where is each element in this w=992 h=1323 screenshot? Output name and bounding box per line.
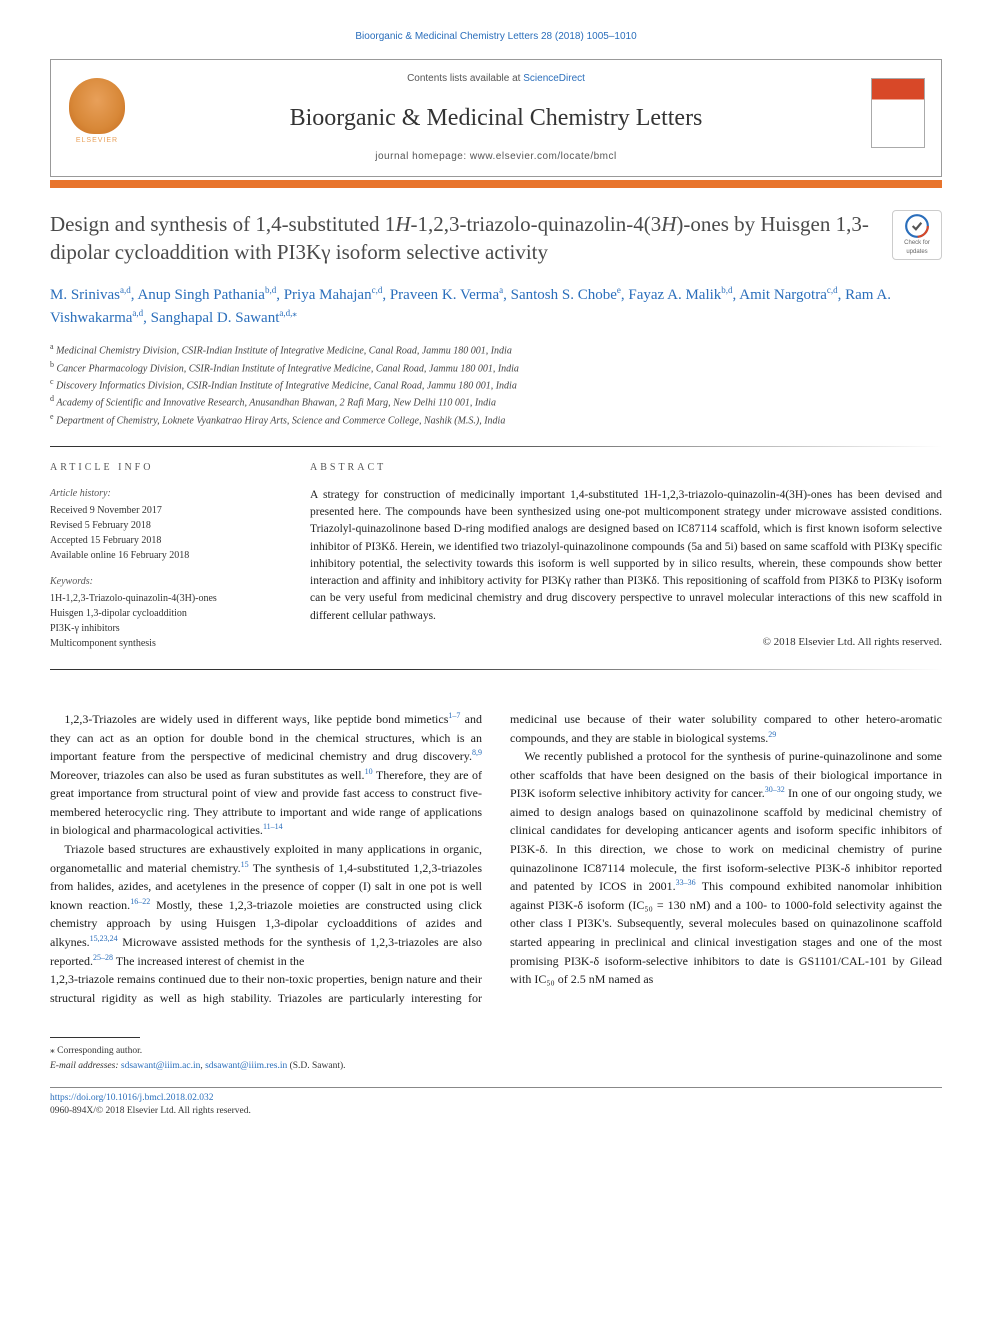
email-link-1[interactable]: sdsawant@iiim.ac.in — [121, 1061, 200, 1071]
author-affiliation-marker: a,d,⁎ — [279, 308, 297, 318]
history-line: Received 9 November 2017 — [50, 503, 280, 518]
journal-cover-thumbnail[interactable] — [871, 78, 925, 148]
footer-bar: https://doi.org/10.1016/j.bmcl.2018.02.0… — [50, 1087, 942, 1119]
citation-ref[interactable]: 11–14 — [263, 822, 283, 831]
author-name: Praveen K. Verma — [390, 287, 499, 303]
author-affiliation-marker: a,d — [120, 285, 131, 295]
citation-ref[interactable]: 25–28 — [93, 953, 113, 962]
contents-available-line: Contents lists available at ScienceDirec… — [71, 72, 921, 86]
email-suffix: (S.D. Sawant). — [290, 1061, 346, 1071]
article-title: Design and synthesis of 1,4-substituted … — [50, 210, 872, 267]
affiliation-line: c Discovery Informatics Division, CSIR-I… — [50, 376, 942, 393]
keyword-line: Multicomponent synthesis — [50, 636, 280, 651]
affiliation-line: a Medicinal Chemistry Division, CSIR-Ind… — [50, 341, 942, 358]
sciencedirect-link[interactable]: ScienceDirect — [523, 73, 585, 84]
citation-ref[interactable]: 15 — [241, 860, 249, 869]
orange-divider-bar — [50, 180, 942, 188]
author-affiliation-marker: b,d — [265, 285, 276, 295]
author-affiliation-marker: e — [617, 285, 621, 295]
author-affiliation-marker: c,d — [827, 285, 838, 295]
affiliation-line: e Department of Chemistry, Loknete Vyank… — [50, 411, 942, 428]
keyword-line: 1H-1,2,3-Triazolo-quinazolin-4(3H)-ones — [50, 591, 280, 606]
citation-ref[interactable]: 8,9 — [472, 748, 482, 757]
affiliations-list: a Medicinal Chemistry Division, CSIR-Ind… — [50, 341, 942, 428]
citation-ref[interactable]: 1–7 — [448, 711, 460, 720]
article-info-column: ARTICLE INFO Article history: Received 9… — [50, 461, 280, 663]
affiliation-line: d Academy of Scientific and Innovative R… — [50, 393, 942, 410]
author-name: Santosh S. Chobe — [511, 287, 617, 303]
keyword-line: Huisgen 1,3-dipolar cycloaddition — [50, 606, 280, 621]
citation-ref[interactable]: 33–36 — [676, 878, 696, 887]
author-name: Priya Mahajan — [284, 287, 372, 303]
doi-link[interactable]: https://doi.org/10.1016/j.bmcl.2018.02.0… — [50, 1093, 213, 1103]
body-paragraph-4: We recently published a protocol for the… — [510, 747, 942, 989]
body-paragraph-2: Triazole based structures are exhaustive… — [50, 840, 482, 970]
keyword-line: PI3K-γ inhibitors — [50, 621, 280, 636]
author-name: Sanghapal D. Sawant — [151, 310, 280, 326]
email-label: E-mail addresses: — [50, 1061, 119, 1071]
footnotes-block: ⁎ Corresponding author. E-mail addresses… — [50, 1044, 942, 1073]
abstract-copyright: © 2018 Elsevier Ltd. All rights reserved… — [310, 635, 942, 650]
citation-ref[interactable]: 30–32 — [765, 785, 785, 794]
corresponding-author-note: ⁎ Corresponding author. — [50, 1044, 942, 1058]
history-label: Article history: — [50, 487, 280, 501]
elsevier-label: ELSEVIER — [76, 136, 118, 146]
email-link-2[interactable]: sdsawant@iiim.res.in — [205, 1061, 287, 1071]
history-line: Available online 16 February 2018 — [50, 548, 280, 563]
abstract-column: ABSTRACT A strategy for construction of … — [310, 461, 942, 663]
author-name: Anup Singh Pathania — [137, 287, 265, 303]
abstract-text: A strategy for construction of medicinal… — [310, 487, 942, 625]
footnote-separator — [50, 1037, 140, 1038]
divider-line-2 — [50, 669, 942, 670]
citation-ref[interactable]: 10 — [365, 767, 373, 776]
keywords-label: Keywords: — [50, 575, 280, 589]
author-affiliation-marker: b,d — [721, 285, 732, 295]
body-paragraph-1: 1,2,3-Triazoles are widely used in diffe… — [50, 710, 482, 840]
author-name: M. Srinivas — [50, 287, 120, 303]
divider-line — [50, 446, 942, 447]
elsevier-tree-icon — [69, 78, 125, 134]
article-info-heading: ARTICLE INFO — [50, 461, 280, 475]
author-affiliation-marker: a,d — [132, 308, 143, 318]
abstract-heading: ABSTRACT — [310, 461, 942, 475]
authors-list: M. Srinivasa,d, Anup Singh Pathaniab,d, … — [50, 284, 942, 329]
header-citation: Bioorganic & Medicinal Chemistry Letters… — [50, 30, 942, 44]
header-box: ELSEVIER Contents lists available at Sci… — [50, 59, 942, 177]
citation-ref[interactable]: 15,23,24 — [90, 934, 118, 943]
author-affiliation-marker: a — [499, 285, 503, 295]
check-updates-badge[interactable]: Check for updates — [892, 210, 942, 260]
elsevier-logo[interactable]: ELSEVIER — [67, 78, 127, 150]
body-text-columns: 1,2,3-Triazoles are widely used in diffe… — [50, 710, 942, 1008]
author-name: Amit Nargotra — [739, 287, 827, 303]
citation-ref[interactable]: 16–22 — [130, 897, 150, 906]
affiliation-line: b Cancer Pharmacology Division, CSIR-Ind… — [50, 359, 942, 376]
homepage-line: journal homepage: www.elsevier.com/locat… — [71, 150, 921, 164]
citation-ref[interactable]: 29 — [768, 730, 776, 739]
author-affiliation-marker: c,d — [372, 285, 383, 295]
journal-name: Bioorganic & Medicinal Chemistry Letters — [71, 102, 921, 136]
issn-copyright-line: 0960-894X/© 2018 Elsevier Ltd. All right… — [50, 1106, 251, 1116]
homepage-url[interactable]: www.elsevier.com/locate/bmcl — [470, 151, 617, 162]
check-updates-icon — [904, 213, 930, 239]
author-name: Fayaz A. Malik — [628, 287, 721, 303]
history-line: Revised 5 February 2018 — [50, 518, 280, 533]
history-line: Accepted 15 February 2018 — [50, 533, 280, 548]
